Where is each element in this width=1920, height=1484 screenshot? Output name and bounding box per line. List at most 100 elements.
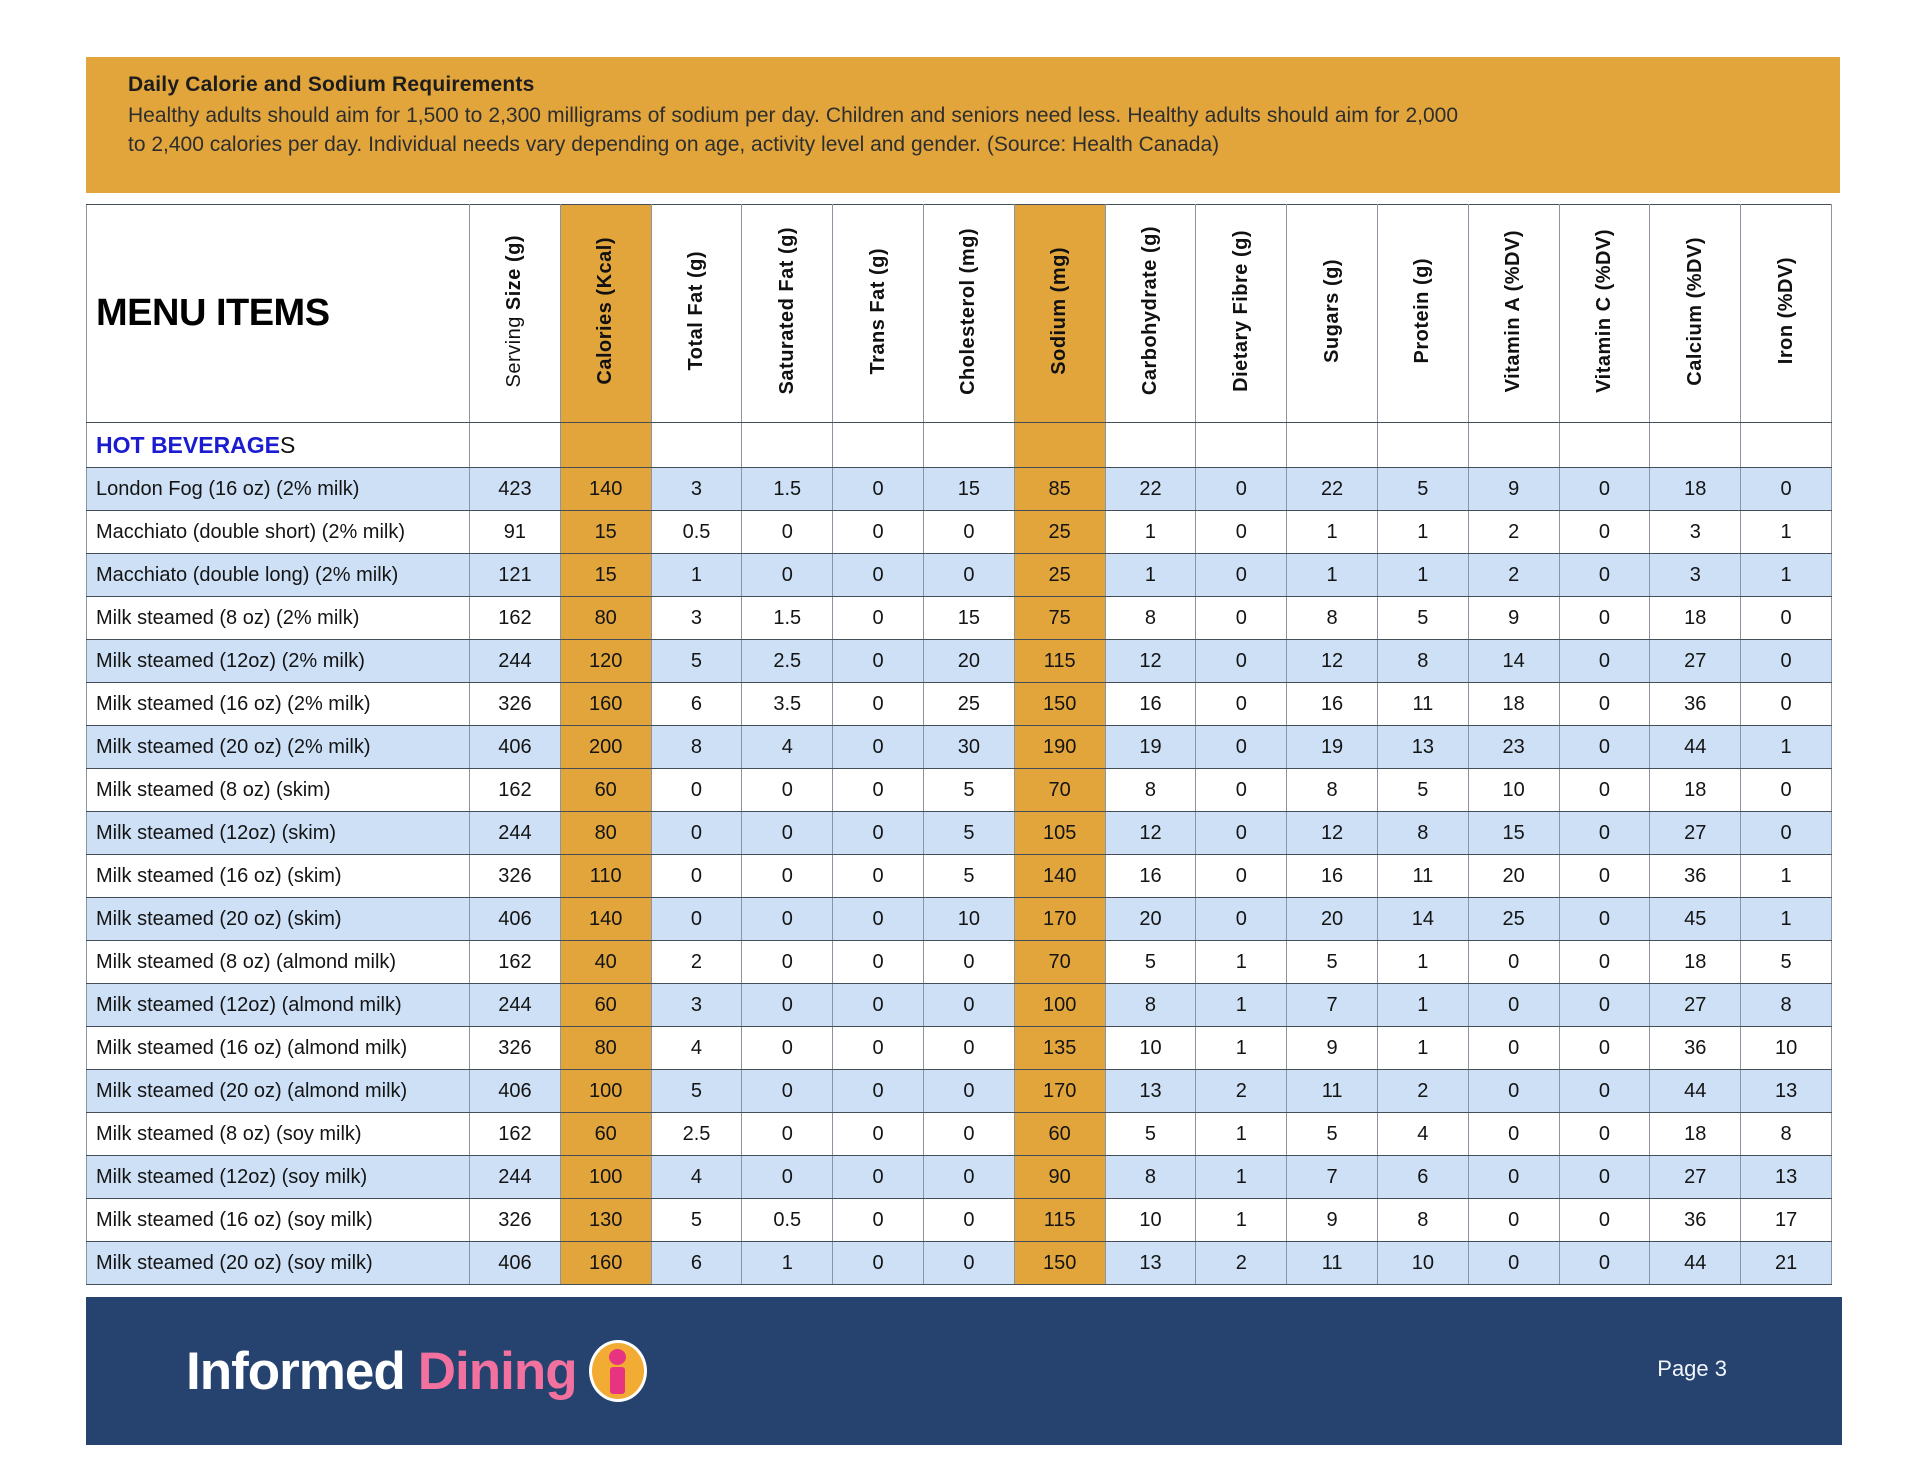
value-cell-calories: 110 (559, 854, 652, 898)
value-cell-saturated-fat: 0 (741, 510, 834, 554)
table-row: Milk steamed (12oz) (soy milk) 244 100 4 0 0 0… (86, 1155, 1832, 1199)
value-cell-serving-size: 244 (469, 983, 561, 1027)
value-cell-sugars: 20 (1286, 897, 1378, 941)
column-header-label: Dietary Fibre (g) (1229, 230, 1252, 392)
value-cell-dietary-fibre: 0 (1195, 510, 1288, 554)
value-cell-dietary-fibre: 0 (1195, 467, 1288, 511)
value-cell-calories: 140 (559, 467, 652, 511)
value-cell-vitamin-c: 0 (1558, 467, 1651, 511)
value-cell-calories: 100 (559, 1069, 652, 1113)
value-cell-calories: 60 (559, 768, 652, 812)
menu-item-name: Milk steamed (12oz) (2% milk) (86, 639, 470, 683)
value-cell-sodium: 25 (1013, 510, 1106, 554)
column-header-label: Total Fat (g) (684, 251, 707, 371)
value-cell-saturated-fat: 0 (741, 940, 834, 984)
column-header-calcium: Calcium (%DV) (1649, 204, 1742, 423)
value-cell-calcium: 36 (1649, 682, 1742, 726)
value-cell-iron: 13 (1740, 1155, 1832, 1199)
value-cell-cholesterol: 0 (922, 1198, 1015, 1242)
value-cell-trans-fat: 0 (832, 897, 924, 941)
value-cell-dietary-fibre: 0 (1195, 854, 1288, 898)
value-cell-protein: 13 (1376, 725, 1469, 769)
value-cell-sodium: 115 (1013, 1198, 1106, 1242)
column-header-vitamin-a: Vitamin A (%DV) (1467, 204, 1560, 423)
column-header-dietary-fibre: Dietary Fibre (g) (1195, 204, 1288, 423)
value-cell-carbohydrate: 8 (1104, 596, 1197, 640)
value-cell-protein: 1 (1376, 510, 1469, 554)
value-cell-calcium: 18 (1649, 940, 1742, 984)
value-cell-total-fat: 4 (650, 1155, 743, 1199)
column-header-sodium: Sodium (mg) (1013, 204, 1106, 423)
value-cell-total-fat: 0 (650, 897, 743, 941)
value-cell-dietary-fibre: 1 (1195, 1026, 1288, 1070)
value-cell-iron: 0 (1740, 768, 1832, 812)
value-cell-carbohydrate: 22 (1104, 467, 1197, 511)
column-header-calories: Calories (Kcal) (559, 204, 652, 423)
value-cell-sodium: 190 (1013, 725, 1106, 769)
value-cell-vitamin-a: 0 (1467, 940, 1560, 984)
value-cell-vitamin-a: 23 (1467, 725, 1560, 769)
value-cell-protein: 1 (1376, 983, 1469, 1027)
value-cell-vitamin-c: 0 (1558, 510, 1651, 554)
value-cell-trans-fat: 0 (832, 940, 924, 984)
value-cell-trans-fat: 0 (832, 1026, 924, 1070)
value-cell-saturated-fat: 1.5 (741, 596, 834, 640)
value-cell-saturated-fat: 1 (741, 1241, 834, 1285)
value-cell-trans-fat: 0 (832, 639, 924, 683)
value-cell-trans-fat: 0 (832, 596, 924, 640)
section-empty-cell (469, 422, 561, 468)
value-cell-calcium: 18 (1649, 467, 1742, 511)
value-cell-vitamin-a: 2 (1467, 510, 1560, 554)
value-cell-carbohydrate: 13 (1104, 1241, 1197, 1285)
logo-word-dining: Dining (417, 1341, 578, 1401)
value-cell-trans-fat: 0 (832, 682, 924, 726)
value-cell-calcium: 3 (1649, 553, 1742, 597)
value-cell-serving-size: 244 (469, 811, 561, 855)
value-cell-vitamin-a: 20 (1467, 854, 1560, 898)
value-cell-total-fat: 3 (650, 983, 743, 1027)
value-cell-carbohydrate: 16 (1104, 682, 1197, 726)
value-cell-vitamin-c: 0 (1558, 553, 1651, 597)
section-empty-cell (1376, 422, 1469, 468)
value-cell-total-fat: 5 (650, 1198, 743, 1242)
value-cell-trans-fat: 0 (832, 467, 924, 511)
column-header-label: Trans Fat (g) (866, 247, 889, 375)
value-cell-trans-fat: 0 (832, 1155, 924, 1199)
value-cell-sugars: 5 (1286, 940, 1378, 984)
value-cell-saturated-fat: 0 (741, 897, 834, 941)
value-cell-total-fat: 0 (650, 768, 743, 812)
value-cell-total-fat: 2 (650, 940, 743, 984)
value-cell-saturated-fat: 0.5 (741, 1198, 834, 1242)
value-cell-total-fat: 6 (650, 682, 743, 726)
value-cell-sugars: 8 (1286, 596, 1378, 640)
value-cell-vitamin-a: 0 (1467, 1198, 1560, 1242)
value-cell-saturated-fat: 0 (741, 983, 834, 1027)
value-cell-calories: 140 (559, 897, 652, 941)
value-cell-calcium: 18 (1649, 596, 1742, 640)
column-header-label: Cholesterol (mg) (957, 227, 980, 395)
section-empty-cell (1286, 422, 1378, 468)
value-cell-dietary-fibre: 1 (1195, 1198, 1288, 1242)
section-empty-cell (559, 422, 652, 468)
value-cell-protein: 5 (1376, 596, 1469, 640)
value-cell-saturated-fat: 0 (741, 1155, 834, 1199)
value-cell-saturated-fat: 0 (741, 553, 834, 597)
value-cell-calories: 120 (559, 639, 652, 683)
value-cell-sodium: 75 (1013, 596, 1106, 640)
value-cell-carbohydrate: 16 (1104, 854, 1197, 898)
column-header-vitamin-c: Vitamin C (%DV) (1558, 204, 1651, 423)
value-cell-vitamin-c: 0 (1558, 1026, 1651, 1070)
value-cell-trans-fat: 0 (832, 811, 924, 855)
column-header-saturated-fat: Saturated Fat (g) (741, 204, 834, 423)
value-cell-carbohydrate: 8 (1104, 983, 1197, 1027)
column-header-label: Sugars (g) (1320, 259, 1343, 363)
table-row: Milk steamed (20 oz) (almond milk) 406 100… (86, 1069, 1832, 1113)
table-row: Milk steamed (12oz) (almond milk) 244 60 3 0… (86, 983, 1832, 1027)
table-row: Milk steamed (16 oz) (2% milk) 326 160 6 3.5… (86, 682, 1832, 726)
value-cell-sugars: 16 (1286, 854, 1378, 898)
table-header-row: MENU ITEMS Serving Size (g) Calories (Kca… (86, 204, 1832, 423)
value-cell-sodium: 100 (1013, 983, 1106, 1027)
table-row: Milk steamed (20 oz) (skim) 406 140 0 0 0 10 17… (86, 897, 1832, 941)
value-cell-protein: 1 (1376, 553, 1469, 597)
table-row: Milk steamed (20 oz) (soy milk) 406 160 6 1 0… (86, 1241, 1832, 1285)
